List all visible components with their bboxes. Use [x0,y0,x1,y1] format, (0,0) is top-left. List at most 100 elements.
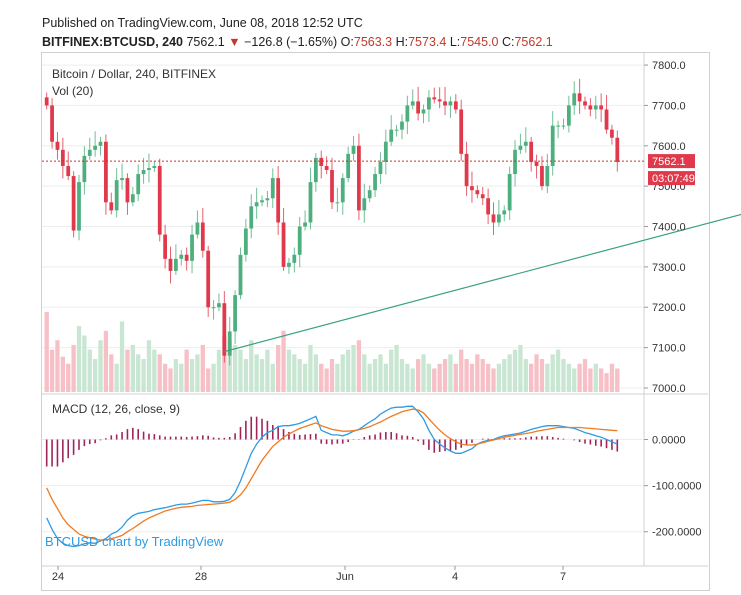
volume-bar [297,359,302,392]
candle-body [421,109,426,114]
volume-bar [66,363,71,392]
volume-bar [356,340,362,392]
volume-bar [206,368,211,392]
macd-axis: 0.0000 -100.0000 -200.0000 [644,435,702,539]
candle-body [416,101,421,114]
volume-bar [335,363,340,392]
down-arrow-icon: ▼ [228,35,241,49]
candle-body [60,149,65,166]
candle-body [486,198,490,215]
volume-bar [539,359,545,392]
candle-body [87,149,92,156]
candle-body [464,153,469,187]
volume-bar [485,363,491,392]
candle-body [427,97,431,110]
candle-body [313,157,318,183]
candle-body [104,141,108,203]
macd-line [46,405,618,548]
macd-tick-label: 0.0000 [652,435,686,447]
candle-body [114,180,119,211]
volume-bar [518,344,523,392]
price-tick-label: 7800.0 [652,60,686,72]
volume-bar [254,354,259,392]
price-tick-label: 7100.0 [652,343,686,355]
volume-bar [179,363,184,392]
candle-body [184,254,189,261]
volume-bar [324,368,329,392]
candle-body [357,145,361,211]
candle-body [179,254,184,259]
volume-bar [232,344,238,392]
time-axis: 24 28 Jun 4 7 [52,566,566,583]
symbol-line: BITFINEX:BTCUSD, 240 7562.1 ▼ −126.8 (−1… [42,33,553,52]
time-tick-label: 4 [452,571,458,583]
trendline[interactable] [224,180,741,353]
volume-bar [582,359,588,392]
candle-body [308,182,313,223]
volume-bar [114,363,119,392]
volume-bar [195,354,200,392]
volume-bar [588,368,593,392]
volume-bar [609,363,615,392]
candle-body [367,190,372,199]
candle-body [190,234,194,261]
volume-bar [496,363,502,392]
volume-bar [136,354,141,392]
volume-bar [502,359,507,392]
candle-body [513,149,517,175]
volume-bar [599,368,604,392]
time-tick-label: Jun [336,571,354,583]
candle-body [496,214,501,223]
volume-bar [173,359,179,392]
candle-body [254,202,259,207]
volume-bar [615,368,620,392]
volume-bar [394,344,399,392]
volume-bar [448,354,453,392]
candle-body [109,202,114,211]
volume-bar [507,354,512,392]
volume-bar [453,363,458,392]
countdown-tag [648,171,695,186]
volume-bar [437,363,442,392]
close-label: C: [501,35,515,49]
candle-body [157,165,162,235]
published-line: Published on TradingView.com, June 08, 2… [42,16,363,30]
volume-bar [367,363,372,392]
volume-bar [49,349,55,392]
candle-body [523,141,528,146]
candle-body [529,141,534,162]
volume-bar [362,354,367,392]
candle-body [604,109,609,130]
volume-bar [216,349,222,392]
candle-body [98,141,103,146]
volume-bar [313,354,319,392]
watermark: BTCUSD chart by TradingView [45,534,224,549]
chart-header: Published on TradingView.com, June 08, 2… [42,14,553,52]
candle-body [200,222,205,251]
candle-body [163,234,168,259]
candle-body [66,165,71,177]
volume-bar [545,363,550,392]
candle-body [55,141,60,150]
volume-bar [276,344,281,392]
volume-bar [292,354,297,392]
candle-body [287,262,291,267]
volume-bar [529,363,534,392]
volume-bar [227,340,232,392]
volume-bar [523,359,528,392]
volume-bar [383,363,388,392]
volume-bar [555,349,561,392]
candle-body [211,307,216,309]
volume-bar [238,349,243,392]
volume-bar [512,349,518,392]
candle-body [432,97,437,100]
candle-body [470,186,474,191]
volume-bar [426,363,432,392]
candle-body [243,228,248,255]
volume-bar [475,354,480,392]
candle-body [152,165,157,168]
candle-body [405,105,410,122]
volume-bar [162,363,168,392]
volume-bar [243,359,249,392]
